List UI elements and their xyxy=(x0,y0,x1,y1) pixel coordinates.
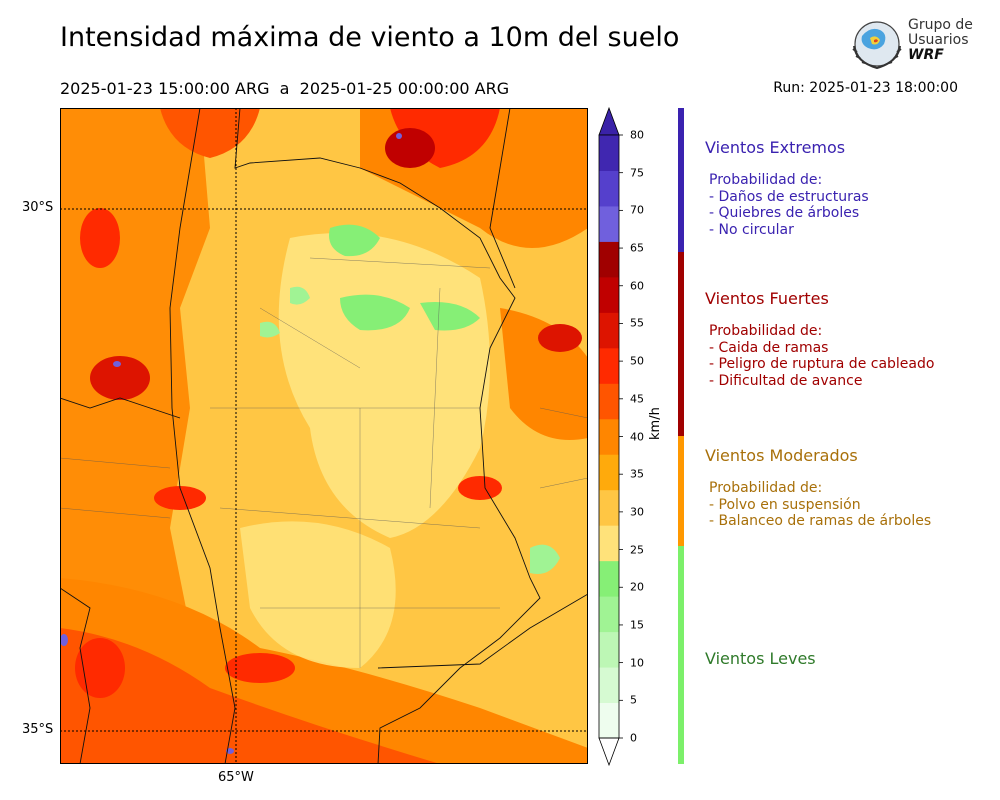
desc-line: - Balanceo de ramas de árboles xyxy=(709,513,932,529)
desc-line: Probabilidad de: xyxy=(709,480,823,496)
wind-field xyxy=(60,108,588,764)
desc-line: - Polvo en suspensión xyxy=(709,496,861,513)
logo-line-3: WRF xyxy=(908,47,944,63)
desc-line: - Caida de ramas xyxy=(709,339,829,356)
colorbar-under-arrow xyxy=(598,737,620,767)
colorbar-segment xyxy=(599,702,619,739)
desc-line: - Daños de estructuras xyxy=(709,188,869,205)
period-separator: a xyxy=(279,79,290,98)
colorbar-segment xyxy=(599,418,619,455)
colorbar-tick-label: 80 xyxy=(630,128,644,142)
colorbar-tick-label: 15 xyxy=(630,618,644,632)
colorbar-segment xyxy=(599,312,619,349)
map-frame xyxy=(60,108,588,764)
colorbar-over-arrow xyxy=(598,106,620,136)
desc-line: - Quiebres de árboles xyxy=(709,205,860,221)
wind-map xyxy=(60,108,588,764)
colorbar-tick-label: 30 xyxy=(630,505,644,519)
category-bar-moderados xyxy=(678,436,684,546)
colorbar xyxy=(598,106,623,767)
colorbar-segment xyxy=(599,205,619,242)
colorbar-tick-label: 50 xyxy=(630,354,644,368)
colorbar-tick-label: 65 xyxy=(630,241,644,255)
period-end: 2025-01-25 00:00:00 ARG xyxy=(299,79,510,98)
colorbar-tick-label: 25 xyxy=(630,543,644,557)
category-title-moderados: Vientos Moderados xyxy=(705,446,858,465)
graticule xyxy=(60,108,588,764)
colorbar-segment xyxy=(599,667,619,704)
colorbar-tick-label: 60 xyxy=(630,279,644,293)
forecast-period: 2025-01-23 15:00:00 ARG a 2025-01-25 00:… xyxy=(60,79,509,98)
desc-line: Probabilidad de: xyxy=(709,172,823,188)
logo-line-2: Usuarios xyxy=(908,32,969,48)
category-desc-extremos: Probabilidad de: - Daños de estructuras … xyxy=(709,172,869,238)
logo-line-1: Grupo de xyxy=(908,17,973,33)
colorbar-tick-label: 45 xyxy=(630,392,644,406)
category-bar-extremos xyxy=(678,108,684,252)
lat-label-30s: 30°S xyxy=(22,200,54,215)
category-desc-fuertes: Probabilidad de: - Caida de ramas - Peli… xyxy=(709,323,934,389)
colorbar-tick-label: 70 xyxy=(630,203,644,217)
colorbar-segment xyxy=(599,631,619,668)
desc-line: - Dificultad de avance xyxy=(709,372,863,389)
category-title-extremos: Vientos Extremos xyxy=(705,138,846,157)
colorbar-segment xyxy=(599,489,619,526)
colorbar-segment xyxy=(599,276,619,313)
globe-logo-icon xyxy=(852,21,902,70)
colorbar-tick-label: 20 xyxy=(630,580,644,594)
wrf-logo: Grupo de Usuarios WRF xyxy=(848,16,973,72)
colorbar-segment xyxy=(599,596,619,633)
lat-label-35s: 35°S xyxy=(22,722,54,737)
colorbar-segment xyxy=(599,525,619,562)
colorbar-tick-label: 55 xyxy=(630,316,644,330)
desc-line: - No circular xyxy=(709,221,794,238)
category-title-fuertes: Vientos Fuertes xyxy=(705,289,829,308)
department-borders xyxy=(60,257,588,668)
category-bar-leves xyxy=(678,546,684,764)
colorbar-unit: km/h xyxy=(648,407,663,440)
colorbar-segment xyxy=(599,454,619,491)
province-borders xyxy=(60,108,588,764)
map-title: Intensidad máxima de viento a 10m del su… xyxy=(60,22,680,53)
colorbar-tick-label: 10 xyxy=(630,656,644,670)
colorbar-tick-label: 75 xyxy=(630,166,644,180)
colorbar-tick-label: 0 xyxy=(630,731,637,745)
colorbar-segment xyxy=(599,347,619,384)
category-desc-moderados: Probabilidad de: - Polvo en suspensión -… xyxy=(709,480,931,530)
colorbar-tick-label: 35 xyxy=(630,467,644,481)
colorbar-tick-label: 40 xyxy=(630,430,644,443)
run-time: Run: 2025-01-23 18:00:00 xyxy=(773,80,958,96)
desc-line: Probabilidad de: xyxy=(709,323,823,339)
category-title-leves: Vientos Leves xyxy=(705,649,816,668)
colorbar-segment xyxy=(599,383,619,420)
colorbar-segment xyxy=(599,135,619,171)
colorbar-segment xyxy=(599,560,619,597)
period-start: 2025-01-23 15:00:00 ARG xyxy=(60,79,270,98)
colorbar-segment xyxy=(599,241,619,278)
logo-text: Grupo de Usuarios WRF xyxy=(908,18,973,63)
category-bar-fuertes xyxy=(678,252,684,436)
colorbar-segment xyxy=(599,170,619,207)
desc-line: - Peligro de ruptura de cableado xyxy=(709,356,935,372)
lon-label-65w: 65°W xyxy=(218,770,254,785)
colorbar-tick-label: 5 xyxy=(630,693,637,707)
